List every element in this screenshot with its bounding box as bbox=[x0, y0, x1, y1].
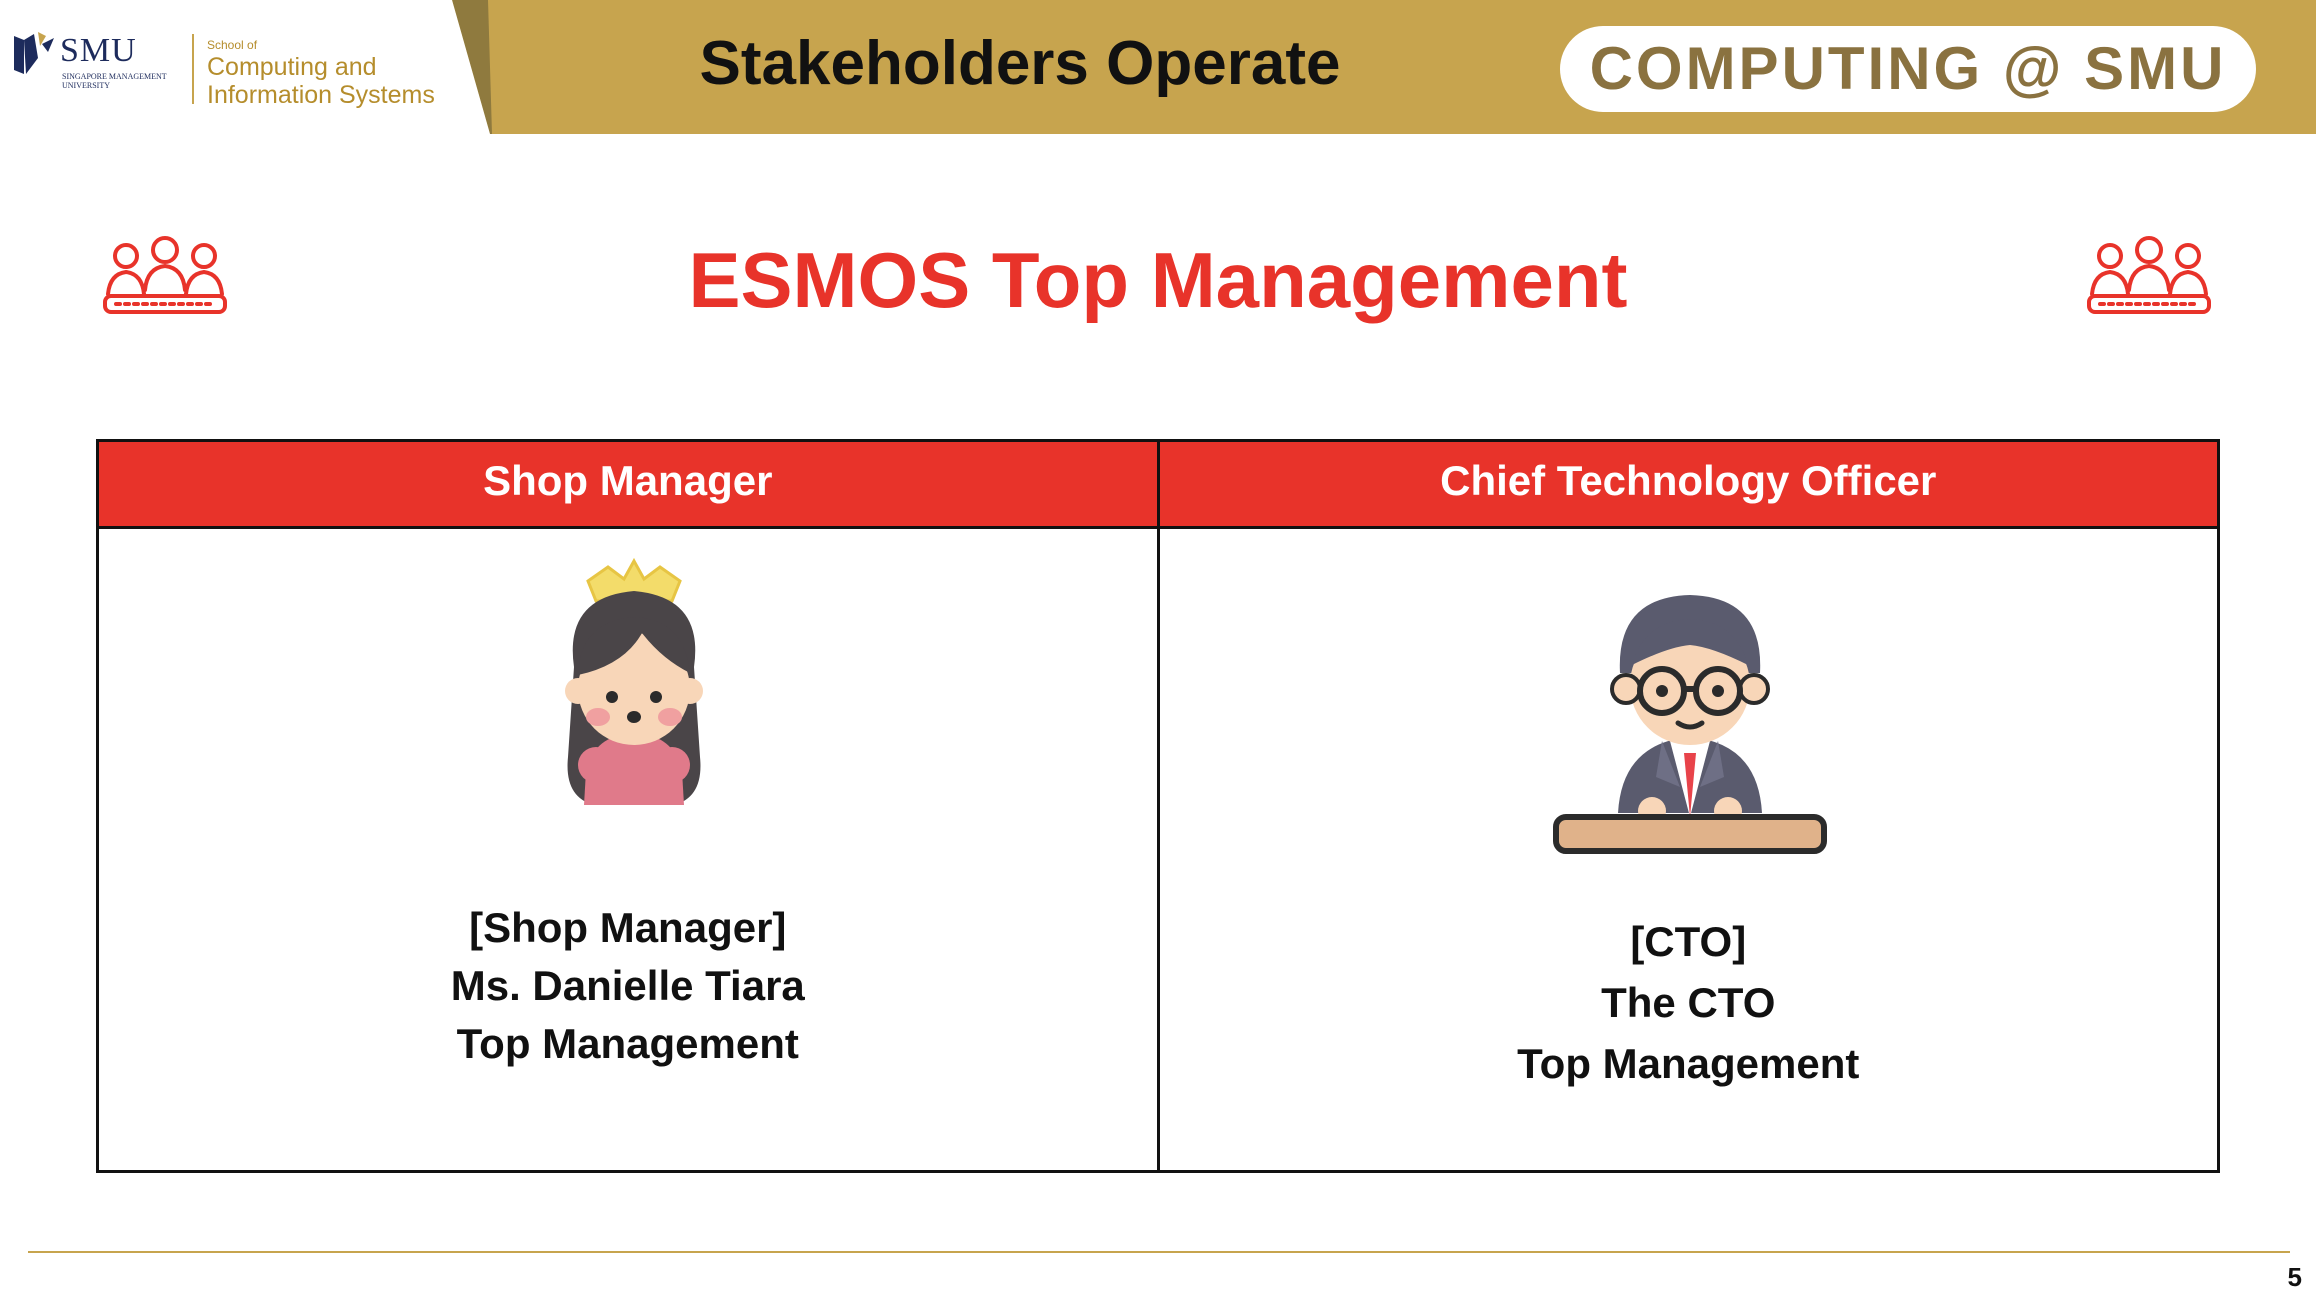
header-title: Stakeholders Operate bbox=[699, 29, 1341, 98]
school-name-line-1: Computing and bbox=[207, 53, 377, 81]
role-tag: [CTO] bbox=[1630, 918, 1747, 965]
school-of-label: School of bbox=[207, 38, 258, 52]
column-body: [CTO] The CTO Top Management bbox=[1160, 529, 2218, 1170]
logo-divider bbox=[192, 34, 194, 104]
people-group-icon bbox=[2087, 236, 2211, 314]
role-person-name: The CTO bbox=[1601, 979, 1776, 1026]
role-column-cto: Chief Technology Officer bbox=[1156, 442, 2218, 1170]
role-details: [Shop Manager] Ms. Danielle Tiara Top Ma… bbox=[99, 899, 1157, 1073]
logo-panel: SMU Singapore Management University Scho… bbox=[0, 0, 490, 134]
roles-table: Shop Manager bbox=[96, 439, 2220, 1173]
page-number: 5 bbox=[2287, 1262, 2302, 1292]
role-person-name: Ms. Danielle Tiara bbox=[450, 962, 805, 1009]
role-level: Top Management bbox=[1517, 1040, 1860, 1087]
queen-avatar-icon bbox=[565, 557, 703, 805]
computing-smu-badge: COMPUTING @ SMU bbox=[1560, 26, 2256, 112]
smu-logo-subtitle: Singapore Management University bbox=[62, 72, 167, 90]
executive-at-desk-icon bbox=[1552, 595, 1827, 854]
smu-logo-text: SMU bbox=[60, 32, 137, 69]
school-name-line-2: Information Systems bbox=[207, 81, 435, 109]
role-tag: [Shop Manager] bbox=[469, 904, 787, 951]
people-group-icon bbox=[103, 236, 227, 314]
slide-title: ESMOS Top Management bbox=[688, 236, 1628, 324]
column-header: Chief Technology Officer bbox=[1159, 442, 2217, 529]
role-details: [CTO] The CTO Top Management bbox=[1160, 911, 2218, 1094]
footer-divider bbox=[28, 1251, 2290, 1253]
role-level: Top Management bbox=[456, 1020, 799, 1067]
role-column-shop-manager: Shop Manager bbox=[99, 442, 1157, 1170]
column-header: Shop Manager bbox=[99, 442, 1157, 529]
smu-crest-icon bbox=[14, 32, 54, 74]
school-name: Computing and Information Systems bbox=[207, 53, 435, 109]
column-body: [Shop Manager] Ms. Danielle Tiara Top Ma… bbox=[99, 529, 1157, 1170]
